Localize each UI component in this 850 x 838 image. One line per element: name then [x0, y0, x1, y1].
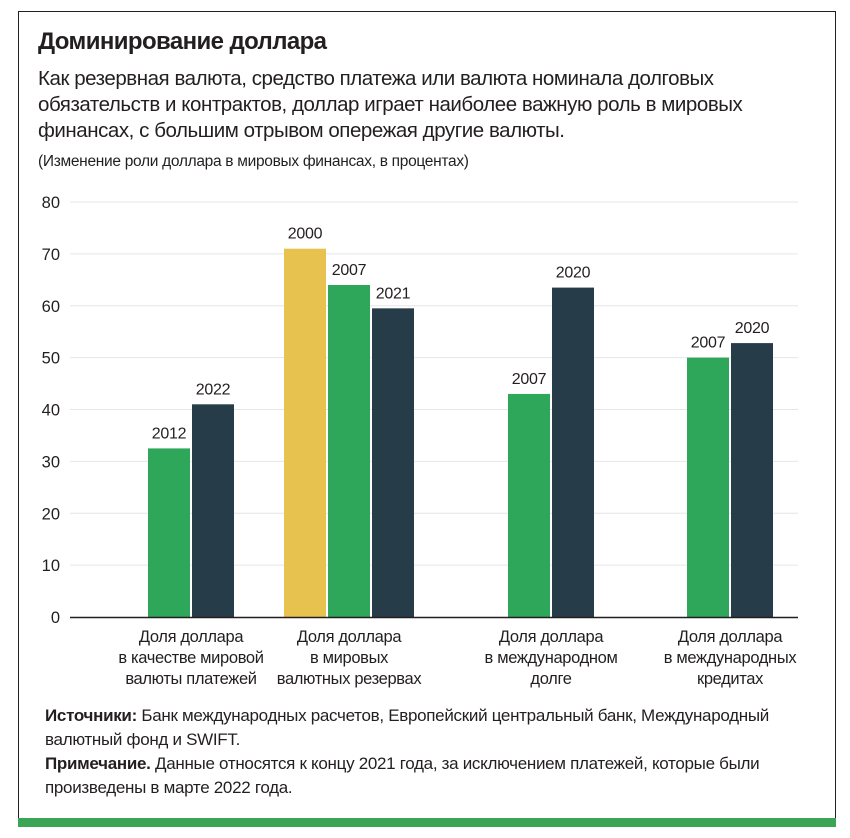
bar [328, 285, 370, 617]
bottom-accent-strip [18, 818, 836, 827]
category-label: Доля доллара [139, 628, 245, 646]
y-tick-label: 70 [42, 246, 60, 264]
y-tick-label: 10 [42, 557, 60, 575]
category-label: долге [530, 670, 571, 688]
sources-line: Источники: Банк международных расчетов, … [45, 704, 805, 752]
bar [192, 404, 234, 617]
note-line: Примечание. Данные относятся к концу 202… [45, 752, 805, 800]
y-tick-label: 80 [42, 194, 60, 212]
chart-title: Доминирование доллара [38, 28, 327, 55]
bar [687, 357, 729, 617]
bar [372, 308, 414, 617]
bar [508, 393, 550, 617]
bar-year-label: 2007 [332, 262, 367, 279]
bar [148, 448, 190, 617]
bar-year-label: 2007 [691, 335, 726, 352]
bar-year-label: 2000 [288, 226, 323, 243]
unit-note: (Изменение роли доллара в мировых финанс… [38, 153, 469, 170]
category-label: Доля доллара [499, 628, 605, 646]
y-tick-label: 20 [42, 505, 60, 523]
category-label: в международных [664, 649, 798, 667]
category-label: валюты платежей [125, 670, 256, 688]
category-label: в качестве мировой [118, 649, 263, 667]
bar-year-label: 2020 [735, 320, 770, 337]
chart-subtitle: Как резервная валюта, средство платежа и… [38, 67, 743, 142]
category-label: в международном [485, 649, 618, 667]
note-label: Примечание. [45, 754, 151, 773]
bar-year-label: 2022 [196, 381, 231, 398]
y-tick-label: 40 [42, 402, 60, 420]
bar-year-label: 2012 [152, 425, 187, 442]
y-tick-label: 0 [51, 609, 60, 627]
note-text: Данные относятся к концу 2021 года, за и… [45, 754, 760, 797]
category-label: Доля доллара [678, 628, 784, 646]
bar-year-label: 2021 [376, 285, 411, 302]
bar [552, 287, 594, 617]
bar [731, 343, 773, 617]
category-label: кредитах [697, 670, 764, 688]
sources-label: Источники: [45, 706, 137, 725]
sources-text: Банк международных расчетов, Европейский… [45, 706, 769, 749]
footer-notes: Источники: Банк международных расчетов, … [45, 704, 805, 800]
y-tick-label: 30 [42, 453, 60, 471]
category-label: Доля доллара [297, 628, 403, 646]
bar [284, 248, 326, 617]
bar-year-label: 2007 [512, 371, 547, 388]
category-label: в мировых [310, 649, 389, 667]
y-tick-label: 50 [42, 350, 60, 368]
category-label: валютных резервах [277, 670, 423, 688]
bar-year-label: 2020 [556, 265, 591, 282]
y-tick-label: 60 [42, 298, 60, 316]
